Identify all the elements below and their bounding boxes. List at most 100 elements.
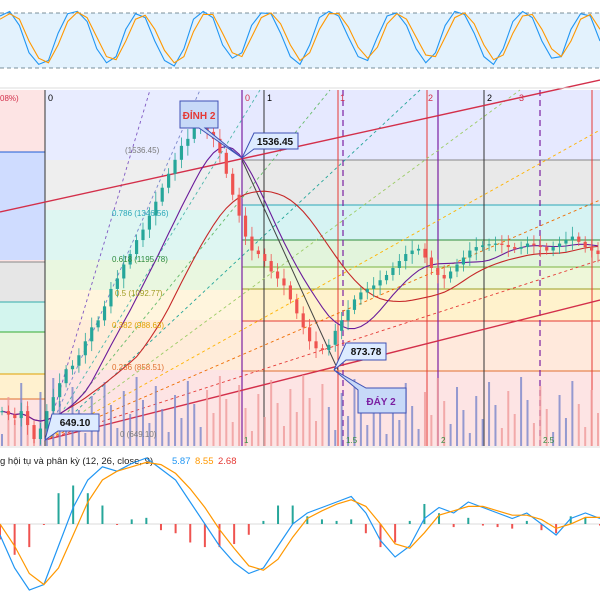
macd-histogram-bar — [57, 493, 60, 524]
grid-label: 0 — [48, 93, 53, 103]
candle-body — [90, 327, 94, 342]
candle-body — [154, 201, 158, 216]
candle-body — [320, 348, 325, 351]
fib-label: 0.5 (1092.77) — [115, 289, 163, 298]
candle-body — [192, 128, 196, 139]
fan-line — [44, 199, 600, 441]
volume-bar — [597, 413, 599, 446]
macd-histogram-bar — [203, 524, 206, 548]
macd-histogram-bar — [277, 505, 280, 524]
macd-histogram-bar — [233, 524, 236, 545]
peak-value-badge: 1536.45 — [241, 132, 299, 159]
macd-histogram-bar — [350, 519, 353, 524]
left-zone-yellow — [0, 374, 45, 399]
volume-bar — [456, 387, 459, 446]
macd-histogram-bar — [86, 493, 89, 524]
macd-histogram-bar — [569, 516, 572, 524]
trough-value: 873.78 — [351, 347, 382, 358]
candle-body — [224, 152, 228, 174]
candle-body — [557, 243, 562, 248]
candle-body — [167, 173, 171, 188]
candle-body — [295, 299, 299, 314]
candle-body — [545, 247, 549, 251]
stochastic-band — [0, 13, 600, 68]
stochastic-series-0 — [0, 10, 600, 67]
volume-bar — [154, 386, 157, 446]
macd-histogram-bar — [28, 524, 31, 548]
grid-label: 0 — [245, 93, 250, 103]
candle-body — [346, 309, 350, 321]
histogram-value: 2.68 — [218, 456, 237, 467]
candle-body — [83, 341, 87, 356]
macd-histogram-bar — [335, 520, 338, 524]
candle-body — [0, 411, 4, 413]
volume-bar — [327, 407, 330, 446]
candle-body — [461, 257, 466, 265]
candle-body — [282, 278, 286, 286]
candle-body — [45, 411, 49, 429]
peak-value-box — [241, 132, 299, 159]
volume-bar — [282, 426, 285, 446]
fib-label: (1536.45) — [125, 146, 160, 155]
peak-callout-box — [179, 100, 243, 159]
fan-line — [44, 89, 201, 441]
candle-body — [468, 250, 472, 258]
volume-bar — [302, 375, 305, 446]
volume-bar — [263, 417, 266, 446]
candle-body — [359, 292, 363, 300]
candle-body — [532, 243, 536, 246]
fib1-zone-gray — [45, 160, 242, 210]
bottom-label: 1.5 — [346, 436, 358, 445]
macd-histogram-bar — [174, 524, 177, 534]
macd-series-0 — [0, 457, 600, 591]
volume-bar — [552, 432, 555, 446]
fib1-zone-green — [45, 260, 242, 290]
volume-bar — [520, 377, 523, 446]
volume-bar — [225, 399, 228, 446]
stochastic-panel — [0, 0, 600, 85]
volume-bar — [186, 381, 189, 446]
volume-bar — [13, 420, 16, 446]
candle-body — [378, 280, 382, 286]
trough-callout-box — [333, 369, 407, 414]
fib-label: 0.236 (858.51) — [112, 363, 164, 372]
fan-line — [44, 129, 600, 441]
candle-body — [256, 250, 260, 255]
candle-body — [218, 138, 222, 153]
macd-histogram-bar — [481, 524, 484, 526]
macd-histogram-bar — [452, 524, 455, 528]
signal-value: 8.55 — [195, 456, 214, 467]
volume-bar — [398, 420, 401, 446]
candle-body — [340, 320, 344, 331]
candle-body — [487, 244, 491, 246]
trough-callout: ĐÁY 2 — [333, 369, 407, 414]
macd-histogram-bar — [72, 485, 75, 524]
volume-bar — [564, 418, 567, 446]
peak-callout: ĐỈNH 2 — [179, 100, 243, 159]
volume-bar — [193, 404, 196, 446]
volume-bar — [430, 415, 433, 446]
candle-body — [179, 145, 184, 160]
candle-body — [423, 248, 427, 258]
macd-histogram-bar — [408, 520, 411, 524]
candle-body — [173, 159, 177, 174]
channel-upper-line — [0, 79, 600, 213]
fib1-zone-yellow — [45, 290, 242, 320]
candle-body — [141, 229, 145, 241]
grid-label: 2 — [487, 93, 492, 103]
candle-body — [538, 245, 542, 248]
candle-body — [160, 187, 164, 202]
volume-bar — [494, 405, 497, 446]
macd-value: 5.87 — [172, 456, 191, 467]
volume-bar — [116, 428, 119, 446]
volume-bar — [340, 393, 343, 446]
low-value-badge: 649.10 — [44, 413, 100, 442]
macd-histogram-bar — [379, 524, 382, 548]
macd-histogram-bar — [42, 524, 45, 525]
candle-body — [237, 194, 241, 216]
candle-body — [525, 243, 530, 248]
volume-bar — [161, 409, 164, 446]
candle-body — [372, 285, 376, 289]
candle-body — [352, 299, 357, 310]
